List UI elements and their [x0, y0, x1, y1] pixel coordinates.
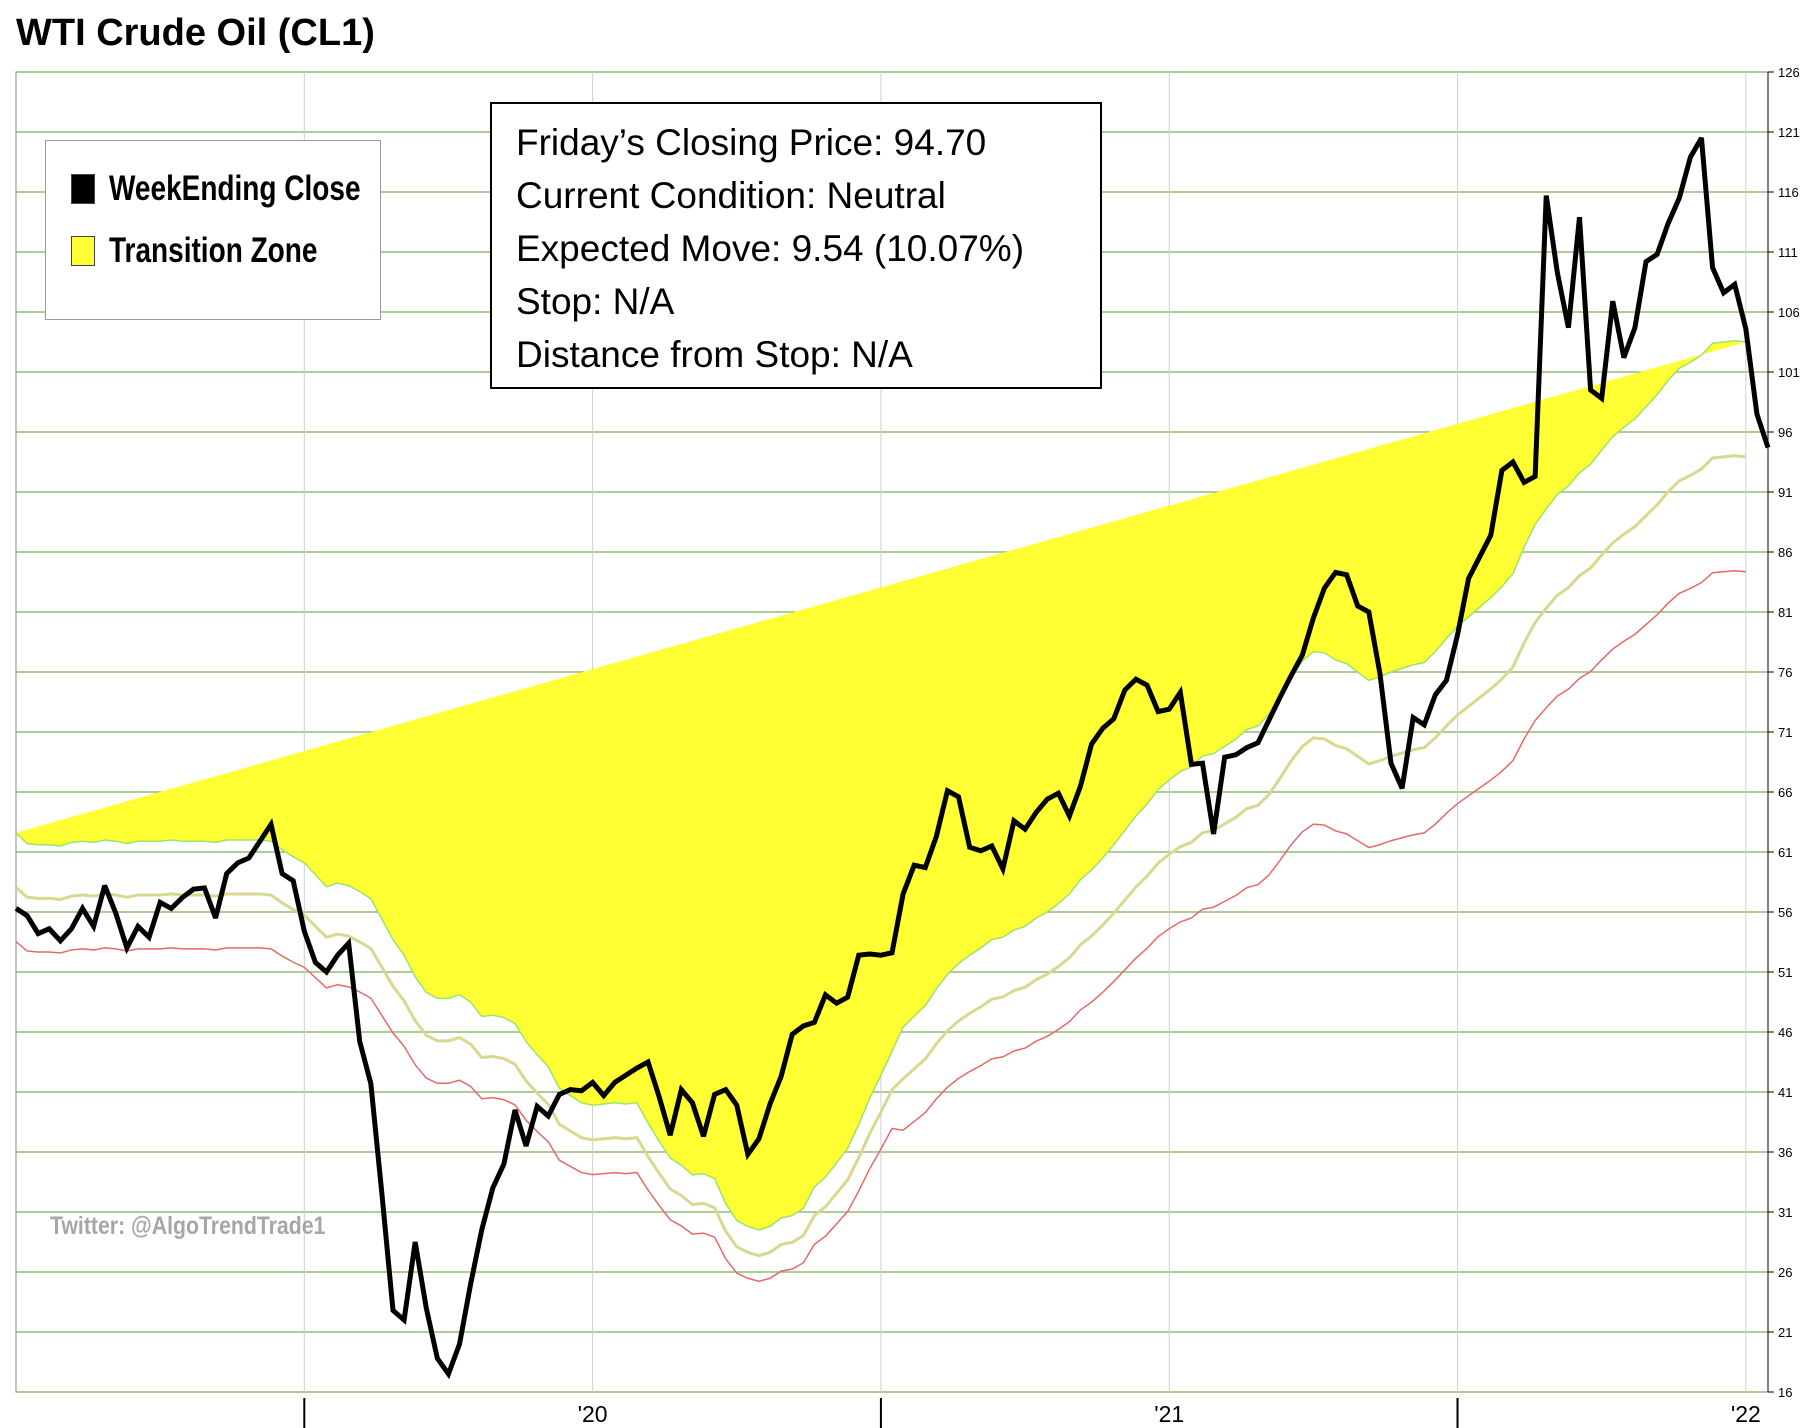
chart-title: WTI Crude Oil (CL1) — [16, 12, 375, 54]
info-expected-move: Expected Move: 9.54 (10.07%) — [516, 228, 1025, 269]
y-tick-label: 36 — [1778, 1145, 1792, 1160]
y-tick-label: 96 — [1778, 425, 1792, 440]
watermark-text: Twitter: @AlgoTrendTrade1 — [50, 1212, 326, 1240]
y-tick-label: 66 — [1778, 785, 1792, 800]
transition-zone-band — [16, 340, 1746, 1230]
legend-item-zone: Transition Zone — [71, 231, 370, 270]
legend-item-close: WeekEnding Close — [71, 169, 423, 208]
legend-swatch-close — [71, 174, 95, 204]
y-tick-label: 81 — [1778, 605, 1792, 620]
info-box: Friday’s Closing Price: 94.70 Current Co… — [490, 102, 1102, 389]
legend-swatch-zone — [71, 236, 95, 266]
legend-label-close: WeekEnding Close — [109, 169, 361, 208]
y-tick-label: 121 — [1778, 125, 1800, 140]
transition-zone-midline — [14, 454, 1746, 1258]
y-tick-label: 101 — [1778, 365, 1800, 380]
y-tick-label: 51 — [1778, 965, 1792, 980]
info-closing-price: Friday’s Closing Price: 94.70 — [516, 122, 987, 163]
y-tick-label: 91 — [1778, 485, 1792, 500]
y-tick-label: 86 — [1778, 545, 1792, 560]
y-tick-label: 76 — [1778, 665, 1792, 680]
y-tick-label: 116 — [1778, 185, 1799, 200]
y-tick-label: 71 — [1778, 725, 1792, 740]
transition-zone-lower-edge — [15, 570, 1746, 1283]
x-tick-label: '22 — [1731, 1401, 1761, 1427]
y-tick-label: 31 — [1778, 1205, 1792, 1220]
info-distance-from-stop: Distance from Stop: N/A — [516, 334, 913, 375]
info-stop: Stop: N/A — [516, 281, 675, 322]
y-tick-label: 56 — [1778, 905, 1792, 920]
close-price-line — [14, 136, 1771, 1380]
legend: WeekEnding Close Transition Zone — [45, 140, 381, 320]
y-tick-label: 16 — [1778, 1385, 1792, 1400]
x-tick-label: '21 — [1154, 1401, 1184, 1427]
x-tick-label: '20 — [578, 1401, 608, 1427]
axis-layer: 16 21 26 31 36 41 46 51 56 61 66 71 76 81 86 91 96 101 106… — [303, 65, 1800, 1428]
y-tick-label: 26 — [1778, 1265, 1792, 1280]
close-line-layer — [14, 136, 1771, 1380]
y-tick-label: 61 — [1778, 845, 1792, 860]
y-tick-label: 41 — [1778, 1085, 1792, 1100]
y-tick-label: 46 — [1778, 1025, 1792, 1040]
y-tick-label: 106 — [1778, 305, 1800, 320]
y-tick-label: 126 — [1778, 65, 1800, 80]
info-current-condition: Current Condition: Neutral — [516, 175, 946, 216]
y-tick-label: 111 — [1778, 245, 1798, 260]
y-tick-label: 21 — [1778, 1325, 1792, 1340]
legend-label-zone: Transition Zone — [109, 231, 318, 270]
